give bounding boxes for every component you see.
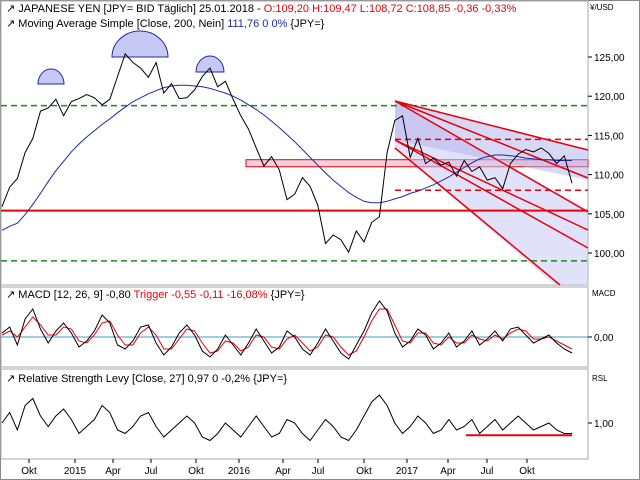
head-arc [111, 30, 169, 58]
symbol-icon: ↗ [6, 3, 15, 15]
rsl-line [1, 394, 572, 442]
symbol-close: C:108,85 -0,36 -0,33% [406, 3, 517, 15]
ma-title: ↗ Moving Average Simple [Close, 200, Nei… [6, 18, 325, 30]
macd-tail: {JPY=} [271, 289, 305, 301]
x-tick-label: Apr [105, 466, 121, 477]
channel-line-3 [394, 100, 589, 213]
macd-icon: ↗ [6, 289, 15, 301]
head-shoulder-arcs [37, 30, 225, 85]
price-tick-label: 105,00 [594, 210, 625, 221]
price-line [1, 52, 573, 254]
channel-lines [394, 100, 589, 286]
macd-panel: 0,00 MACD ↗ MACD [12, 26, 9] -0,80 Trigg… [0, 286, 616, 368]
right-shoulder-arc [195, 55, 225, 73]
macd-panel-frame [0, 286, 589, 368]
price-tick-label: 110,00 [594, 171, 624, 182]
macd-line [1, 300, 573, 360]
macd-right-label: MACD [592, 289, 616, 298]
x-axis: Okt 2015 Apr Jul Okt 2016 Apr Jul Okt 2017 Apr Jul O… [21, 459, 535, 477]
price-tick-label: 120,00 [594, 92, 625, 103]
ma-text: Moving Average Simple [Close, 200, Nein] [18, 18, 224, 30]
ma-icon: ↗ [6, 18, 15, 30]
macd-title: ↗ MACD [12, 26, 9] -0,80 Trigger -0,55 -… [6, 289, 305, 301]
rsl-panel: 1,00 RSL ↗ Relative Strength Levy [Close… [0, 368, 614, 460]
macd-trigger-value: -0,55 -0,11 -16,08% [171, 289, 268, 301]
channel-line-1 [394, 100, 589, 151]
x-tick-label: Okt [356, 466, 372, 477]
ma-value: 111,76 0 0% [227, 18, 287, 30]
price-tick-label: 125,00 [594, 53, 625, 64]
x-tick-label: Apr [440, 466, 456, 477]
x-tick-label: Jul [481, 466, 494, 477]
left-shoulder-arc [37, 68, 65, 85]
price-panel: 100,00 105,00 110,00 115,00 120,00 125,00 ¥/U… [0, 0, 625, 286]
rsl-title: ↗ Relative Strength Levy [Close, 27] 0,9… [6, 373, 287, 385]
currency-label: ¥/USD [589, 3, 614, 12]
symbol-details: [JPY= BID Täglich] 25.01.2018 - [103, 3, 261, 15]
rsl-tick-label: 1,00 [594, 419, 614, 430]
x-tick-label: Jul [145, 466, 158, 477]
macd-tick-label: 0,00 [594, 333, 614, 344]
x-tick-label: Okt [188, 466, 204, 477]
channel-line-5 [394, 139, 589, 249]
macd-name: MACD [12, 26, 9] [18, 289, 102, 301]
ma-tail: {JPY=} [290, 18, 324, 30]
x-tick-label: 2015 [64, 466, 87, 477]
x-tick-label: Apr [275, 466, 291, 477]
symbol-name: JAPANESE YEN [18, 3, 100, 15]
x-tick-label: Jul [312, 466, 325, 477]
rsl-panel-frame [0, 368, 589, 460]
symbol-title: ↗ JAPANESE YEN [JPY= BID Täglich] 25.01.… [6, 3, 517, 15]
price-tick-label: 115,00 [594, 131, 624, 142]
x-tick-label: Okt [21, 466, 37, 477]
x-tick-label: Okt [519, 466, 535, 477]
rsl-right-label: RSL [592, 374, 608, 383]
macd-value: -0,80 [106, 289, 131, 301]
rsl-icon: ↗ [6, 373, 15, 385]
rsl-name: Relative Strength Levy [Close, 27] [18, 373, 184, 385]
channel-line-6 [394, 147, 561, 286]
ma-line [1, 84, 572, 231]
symbol-ohlc: O:109,20 H:109,47 L:108,72 [264, 3, 403, 15]
channel-line-4 [394, 139, 589, 231]
price-panel-frame [0, 0, 589, 286]
price-tick-label: 100,00 [594, 249, 625, 260]
x-tick-label: 2017 [396, 466, 419, 477]
rsl-tail: {JPY=} [253, 373, 287, 385]
x-tick-label: 2016 [228, 466, 251, 477]
macd-trigger-name: Trigger [134, 289, 169, 301]
rsl-value: 0,97 0 -0,2% [188, 373, 251, 385]
macd-trigger-line [1, 308, 573, 356]
channel-line-2 [394, 100, 589, 179]
